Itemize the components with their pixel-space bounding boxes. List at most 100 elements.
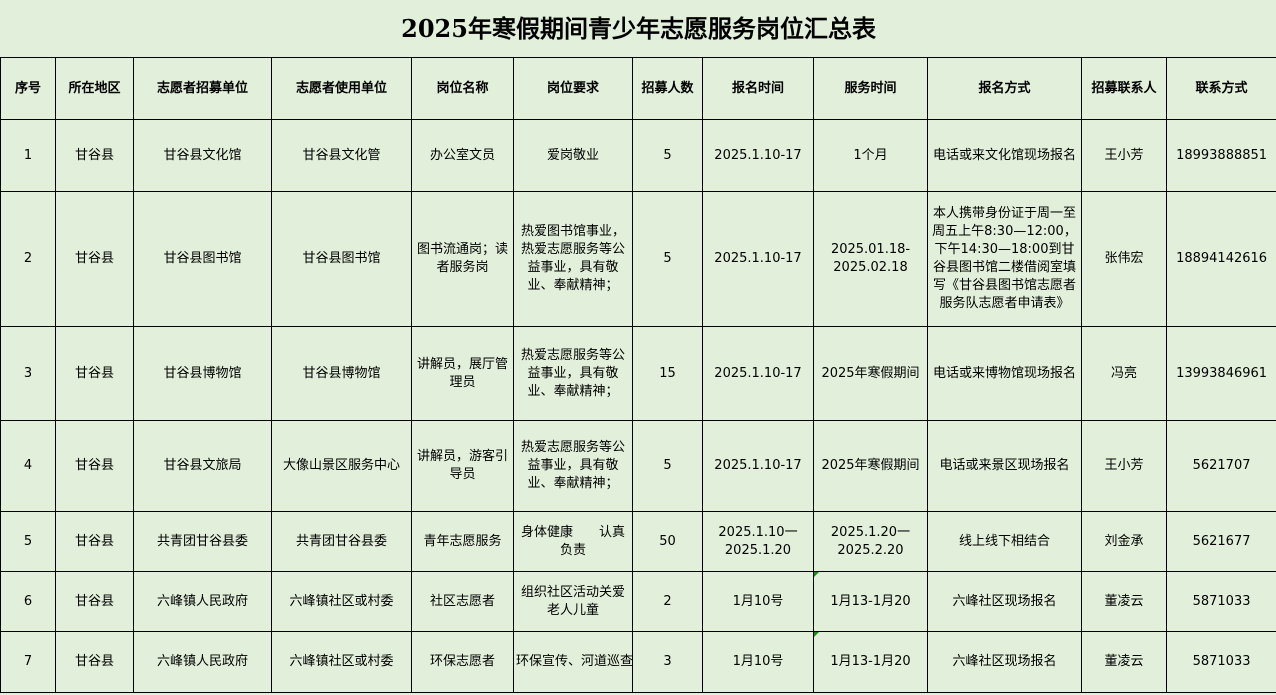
table-cell[interactable]: 环保志愿者 [411,631,514,693]
table-row: 6 甘谷县 六峰镇人民政府 六峰镇社区或村委 社区志愿者 组织社区活动关爱老人儿童 2 1月1… [0,571,1276,632]
column-header: 岗位名称 [411,57,514,120]
table-cell[interactable]: 电话或来文化馆现场报名 [927,119,1082,192]
table-cell[interactable]: 1 [0,119,56,192]
table-cell[interactable]: 1月10号 [702,571,814,632]
table-cell[interactable]: 2025.1.10-17 [702,191,814,327]
table-cell[interactable]: 50 [632,511,703,572]
table-cell[interactable]: 1个月 [813,119,928,192]
table-cell[interactable]: 环保宣传、河道巡查 [513,631,633,693]
column-header: 招募联系人 [1081,57,1167,120]
table-cell[interactable]: 甘谷县 [55,420,134,512]
table-cell[interactable]: 甘谷县博物馆 [133,326,272,421]
table-cell[interactable]: 2 [632,571,703,632]
table-cell[interactable]: 冯亮 [1081,326,1167,421]
table-cell[interactable]: 组织社区活动关爱老人儿童 [513,571,633,632]
table-cell[interactable]: 热爱志愿服务等公益事业，具有敬业、奉献精神； [513,420,633,512]
table-cell[interactable]: 王小芳 [1081,119,1167,192]
table-cell[interactable]: 六峰镇人民政府 [133,631,272,693]
table-row: 1 甘谷县 甘谷县文化馆 甘谷县文化管 办公室文员 爱岗敬业 5 2025.1.10-17 1个… [0,119,1276,192]
table-cell[interactable]: 甘谷县 [55,191,134,327]
table-row: 2 甘谷县 甘谷县图书馆 甘谷县图书馆 图书流通岗；读者服务岗 热爱图书馆事业，热爱志愿服… [0,191,1276,327]
table-row: 5 甘谷县 共青团甘谷县委 共青团甘谷县委 青年志愿服务 身体健康 认真负责 50 2025.… [0,511,1276,572]
table-cell[interactable]: 甘谷县图书馆 [133,191,272,327]
table-cell[interactable]: 7 [0,631,56,693]
table-cell[interactable]: 爱岗敬业 [513,119,633,192]
table-cell[interactable]: 5 [632,119,703,192]
table-cell[interactable]: 甘谷县文旅局 [133,420,272,512]
table-cell[interactable]: 15 [632,326,703,421]
table-cell[interactable]: 1月13-1月20 [813,631,928,693]
table-cell[interactable]: 董凌云 [1081,571,1167,632]
table-cell[interactable]: 本人携带身份证于周一至周五上午8:30—12:00，下午14:30—18:00到… [927,191,1082,327]
table-cell[interactable]: 甘谷县图书馆 [271,191,412,327]
table-cell[interactable]: 甘谷县 [55,326,134,421]
column-header: 报名方式 [927,57,1082,120]
column-header: 服务时间 [813,57,928,120]
table-cell[interactable]: 社区志愿者 [411,571,514,632]
table-cell[interactable]: 4 [0,420,56,512]
table-cell[interactable]: 办公室文员 [411,119,514,192]
table-cell[interactable]: 18993888851 [1165,119,1276,192]
table-cell[interactable]: 2025.1.20一2025.2.20 [813,511,928,572]
table-cell[interactable]: 王小芳 [1081,420,1167,512]
table-cell[interactable]: 2025.1.10-17 [702,420,814,512]
column-header: 岗位要求 [513,57,633,120]
table-cell[interactable]: 13993846961 [1165,326,1276,421]
table-cell[interactable]: 共青团甘谷县委 [271,511,412,572]
table-cell[interactable]: 六峰镇社区或村委 [271,631,412,693]
table-cell[interactable]: 电话或来博物馆现场报名 [927,326,1082,421]
table-cell[interactable]: 5 [632,420,703,512]
table-cell[interactable]: 5871033 [1165,631,1276,693]
table-cell[interactable]: 甘谷县 [55,571,134,632]
table-cell[interactable]: 电话或来景区现场报名 [927,420,1082,512]
table-row: 7 甘谷县 六峰镇人民政府 六峰镇社区或村委 环保志愿者 环保宣传、河道巡查 3 1月10号 1… [0,631,1276,693]
table-cell[interactable]: 1月10号 [702,631,814,693]
table-cell[interactable]: 热爱志愿服务等公益事业，具有敬业、奉献精神； [513,326,633,421]
table-cell[interactable]: 六峰镇人民政府 [133,571,272,632]
table-cell[interactable]: 2 [0,191,56,327]
table-cell[interactable]: 共青团甘谷县委 [133,511,272,572]
table-cell[interactable]: 甘谷县文化馆 [133,119,272,192]
table-cell[interactable]: 张伟宏 [1081,191,1167,327]
table-cell[interactable]: 讲解员，展厅管理员 [411,326,514,421]
table-cell[interactable]: 甘谷县 [55,119,134,192]
table-cell[interactable]: 刘金承 [1081,511,1167,572]
table-cell[interactable]: 5871033 [1165,571,1276,632]
table-cell[interactable]: 3 [632,631,703,693]
table-cell[interactable]: 六峰镇社区或村委 [271,571,412,632]
table-cell[interactable]: 2025.01.18-2025.02.18 [813,191,928,327]
table-cell[interactable]: 5 [0,511,56,572]
table-cell[interactable]: 5621707 [1165,420,1276,512]
table-cell[interactable]: 18894142616 [1165,191,1276,327]
table-cell[interactable]: 3 [0,326,56,421]
table-cell[interactable]: 5621677 [1165,511,1276,572]
table-cell[interactable]: 2025.1.10一2025.1.20 [702,511,814,572]
table-cell[interactable]: 图书流通岗；读者服务岗 [411,191,514,327]
table-cell[interactable]: 大像山景区服务中心 [271,420,412,512]
table-cell[interactable]: 热爱图书馆事业，热爱志愿服务等公益事业，具有敬业、奉献精神； [513,191,633,327]
table-cell[interactable]: 甘谷县 [55,511,134,572]
table-cell[interactable]: 2025年寒假期间 [813,326,928,421]
table-cell[interactable]: 六峰社区现场报名 [927,571,1082,632]
table-cell[interactable]: 线上线下相结合 [927,511,1082,572]
table-row: 3 甘谷县 甘谷县博物馆 甘谷县博物馆 讲解员，展厅管理员 热爱志愿服务等公益事业，具有敬… [0,326,1276,421]
column-header: 报名时间 [702,57,814,120]
table-cell[interactable]: 甘谷县博物馆 [271,326,412,421]
column-header: 志愿者招募单位 [133,57,272,120]
table-cell[interactable]: 2025年寒假期间 [813,420,928,512]
table-row: 4 甘谷县 甘谷县文旅局 大像山景区服务中心 讲解员，游客引导员 热爱志愿服务等公益事业，… [0,420,1276,512]
column-header: 志愿者使用单位 [271,57,412,120]
table-cell[interactable]: 2025.1.10-17 [702,326,814,421]
table-cell[interactable]: 6 [0,571,56,632]
table-cell[interactable]: 2025.1.10-17 [702,119,814,192]
table-cell[interactable]: 1月13-1月20 [813,571,928,632]
table-cell[interactable]: 董凌云 [1081,631,1167,693]
table-cell[interactable]: 讲解员，游客引导员 [411,420,514,512]
table-cell[interactable]: 甘谷县 [55,631,134,693]
table-cell[interactable]: 青年志愿服务 [411,511,514,572]
table-cell[interactable]: 甘谷县文化管 [271,119,412,192]
table-cell[interactable]: 身体健康 认真负责 [513,511,633,572]
table-cell[interactable]: 六峰社区现场报名 [927,631,1082,693]
table-cell[interactable]: 5 [632,191,703,327]
